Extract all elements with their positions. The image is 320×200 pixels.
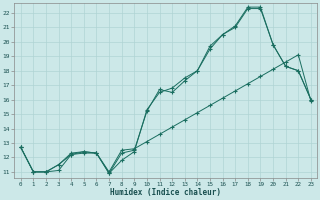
X-axis label: Humidex (Indice chaleur): Humidex (Indice chaleur): [110, 188, 221, 197]
